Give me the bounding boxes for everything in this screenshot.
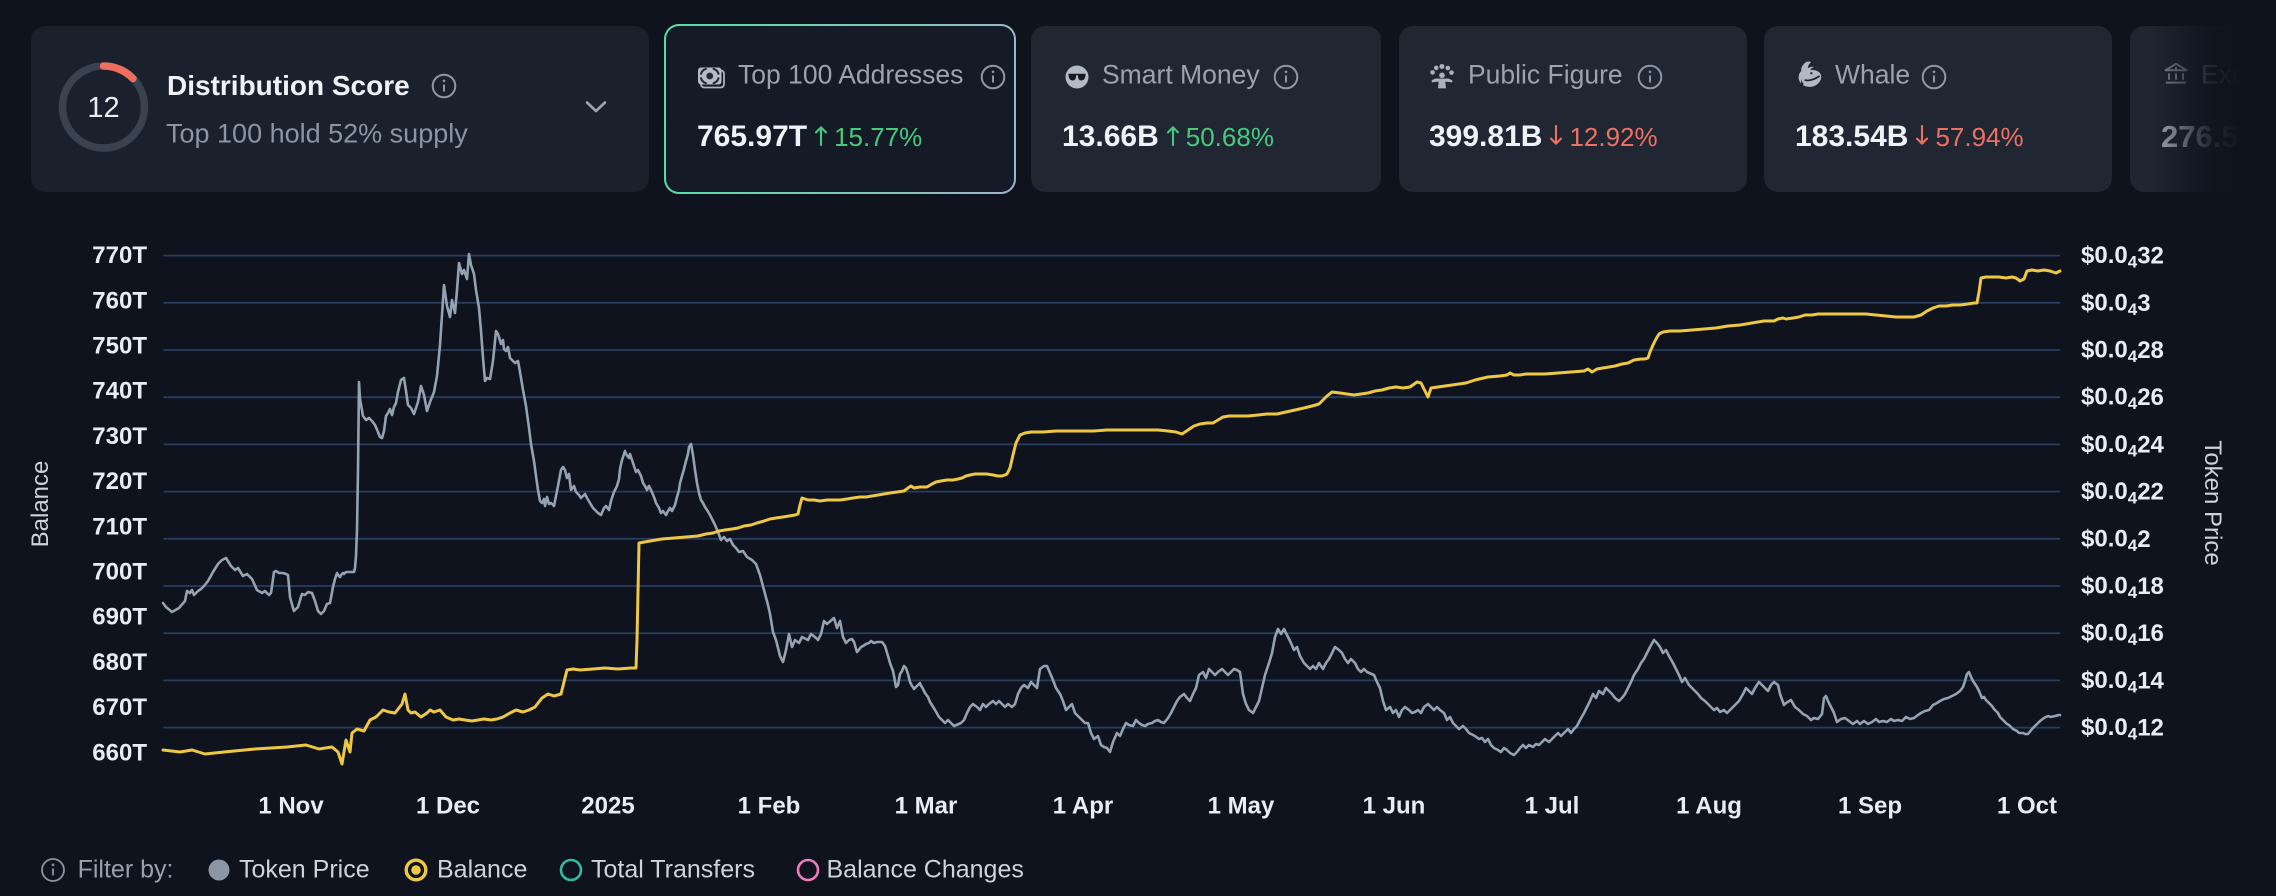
svg-text:1 Jul: 1 Jul	[1525, 793, 1580, 820]
svg-text:740T: 740T	[92, 378, 147, 405]
svg-text:1 Aug: 1 Aug	[1676, 793, 1742, 820]
svg-text:660T: 660T	[92, 739, 147, 766]
svg-text:$0.0422: $0.0422	[2081, 478, 2164, 507]
svg-text:670T: 670T	[92, 694, 147, 721]
svg-text:1 Jun: 1 Jun	[1363, 793, 1426, 820]
svg-text:690T: 690T	[92, 604, 147, 631]
svg-text:$0.0412: $0.0412	[2081, 714, 2164, 743]
svg-text:680T: 680T	[92, 649, 147, 676]
svg-text:2025: 2025	[581, 793, 634, 820]
svg-text:Balance: Balance	[27, 461, 54, 548]
svg-text:1 May: 1 May	[1208, 793, 1275, 820]
svg-text:730T: 730T	[92, 423, 147, 450]
svg-text:710T: 710T	[92, 513, 147, 540]
svg-text:760T: 760T	[92, 287, 147, 314]
svg-text:$0.043: $0.043	[2081, 289, 2151, 318]
svg-text:Token Price: Token Price	[2199, 440, 2226, 565]
svg-text:$0.0426: $0.0426	[2081, 384, 2164, 413]
svg-text:770T: 770T	[92, 242, 147, 269]
svg-text:1 Apr: 1 Apr	[1053, 793, 1113, 820]
svg-text:$0.0432: $0.0432	[2081, 242, 2164, 271]
svg-text:$0.0424: $0.0424	[2081, 431, 2165, 460]
svg-text:$0.0414: $0.0414	[2081, 667, 2165, 696]
svg-text:1 Dec: 1 Dec	[416, 793, 480, 820]
svg-text:750T: 750T	[92, 333, 147, 360]
svg-text:1 Nov: 1 Nov	[258, 793, 324, 820]
svg-text:$0.0428: $0.0428	[2081, 337, 2164, 366]
svg-text:$0.042: $0.042	[2081, 525, 2151, 554]
svg-text:1 Feb: 1 Feb	[738, 793, 801, 820]
svg-text:$0.0416: $0.0416	[2081, 620, 2164, 649]
svg-text:$0.0418: $0.0418	[2081, 573, 2164, 602]
svg-text:720T: 720T	[92, 468, 147, 495]
svg-text:700T: 700T	[92, 559, 147, 586]
svg-text:1 Mar: 1 Mar	[895, 793, 958, 820]
svg-text:12: 12	[87, 92, 119, 124]
svg-text:1 Sep: 1 Sep	[1838, 793, 1902, 820]
svg-text:1 Oct: 1 Oct	[1997, 793, 2057, 820]
